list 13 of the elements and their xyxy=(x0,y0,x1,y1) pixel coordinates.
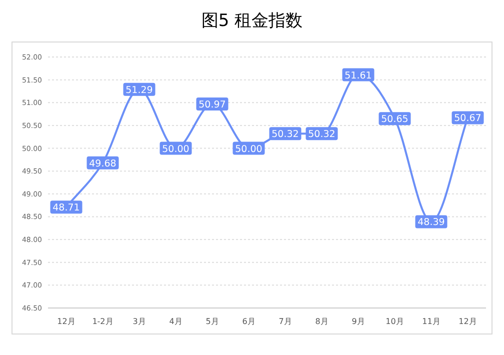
x-tick-label: 12月 xyxy=(57,317,76,326)
x-tick-label: 11月 xyxy=(422,317,440,326)
x-tick-label: 7月 xyxy=(278,317,292,326)
x-tick-label: 1-2月 xyxy=(92,317,114,326)
x-tick-label: 9月 xyxy=(352,317,365,326)
x-tick-label: 6月 xyxy=(242,317,256,326)
chart-title: 图5 租金指数 xyxy=(201,11,303,31)
x-tick-label: 10月 xyxy=(386,317,404,326)
x-tick-label: 3月 xyxy=(132,317,146,326)
x-tick-label: 4月 xyxy=(169,317,182,326)
x-tick-label: 12月 xyxy=(458,317,477,326)
x-tick-label: 5月 xyxy=(206,317,219,326)
x-tick-label: 8月 xyxy=(315,317,328,326)
